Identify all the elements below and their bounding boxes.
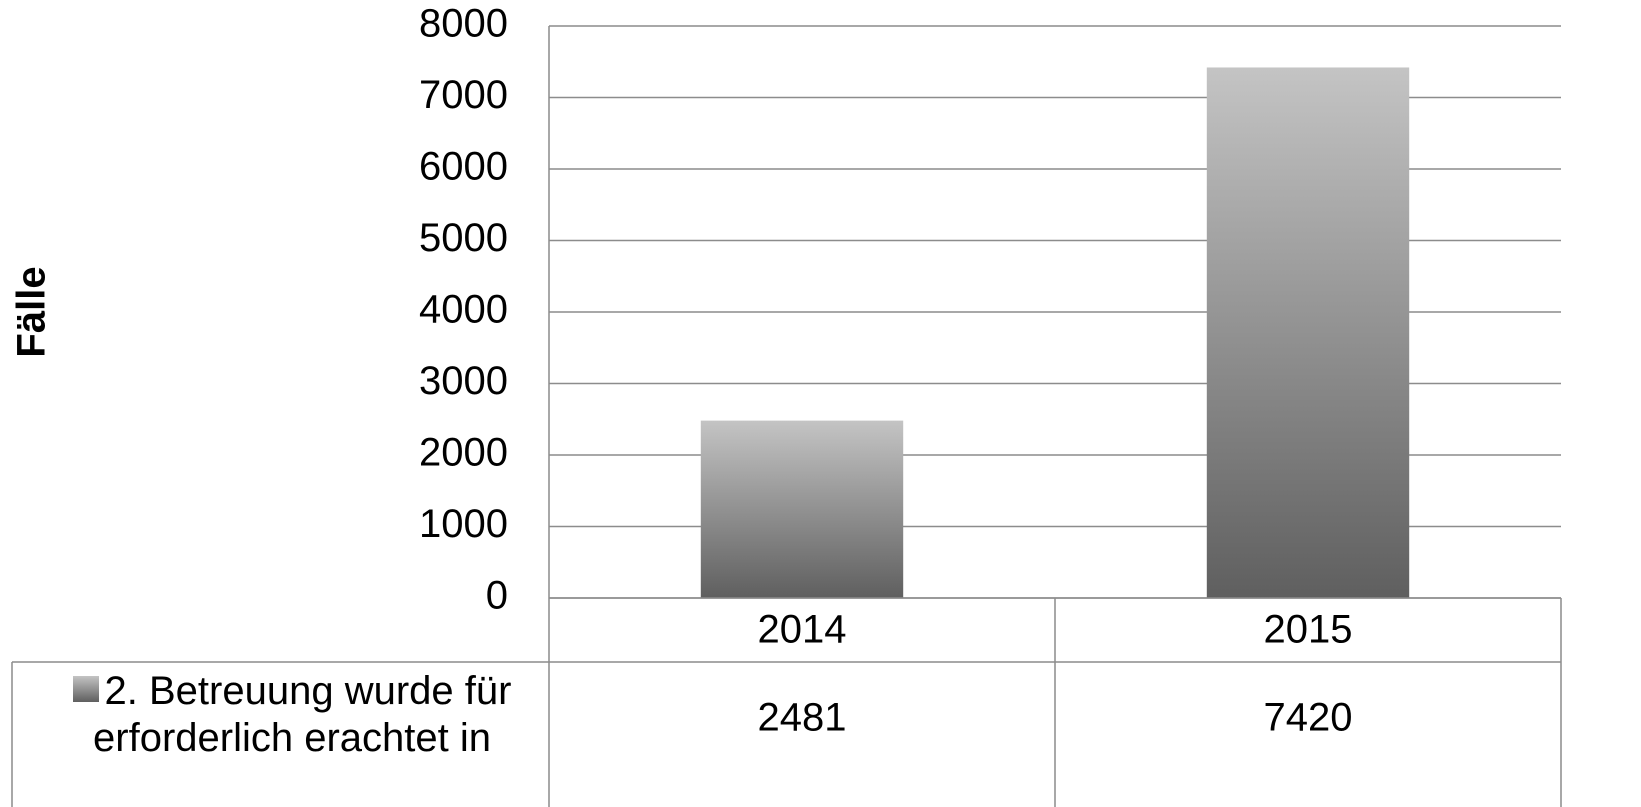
y-tick-label: 3000 [419,359,508,403]
x-tick-label: 2015 [1264,608,1353,652]
y-tick-label: 4000 [419,288,508,332]
table-value: 7420 [1264,696,1353,740]
y-tick-label: 7000 [419,73,508,117]
y-tick-label: 1000 [419,502,508,546]
legend-label: 2. Betreuung wurde für erforderlich erac… [93,669,512,760]
bar [700,420,904,598]
y-tick-label: 8000 [419,2,508,46]
legend-entry: 2. Betreuung wurde für erforderlich erac… [22,668,562,807]
x-tick-label: 2014 [758,608,847,652]
y-axis-label: Fälle [10,266,54,357]
y-tick-label: 2000 [419,431,508,475]
legend-swatch [72,676,99,702]
y-tick-label: 5000 [419,216,508,260]
table-value: 2481 [758,696,847,740]
bar [1206,67,1410,599]
y-tick-label: 0 [486,574,508,618]
y-tick-label: 6000 [419,145,508,189]
